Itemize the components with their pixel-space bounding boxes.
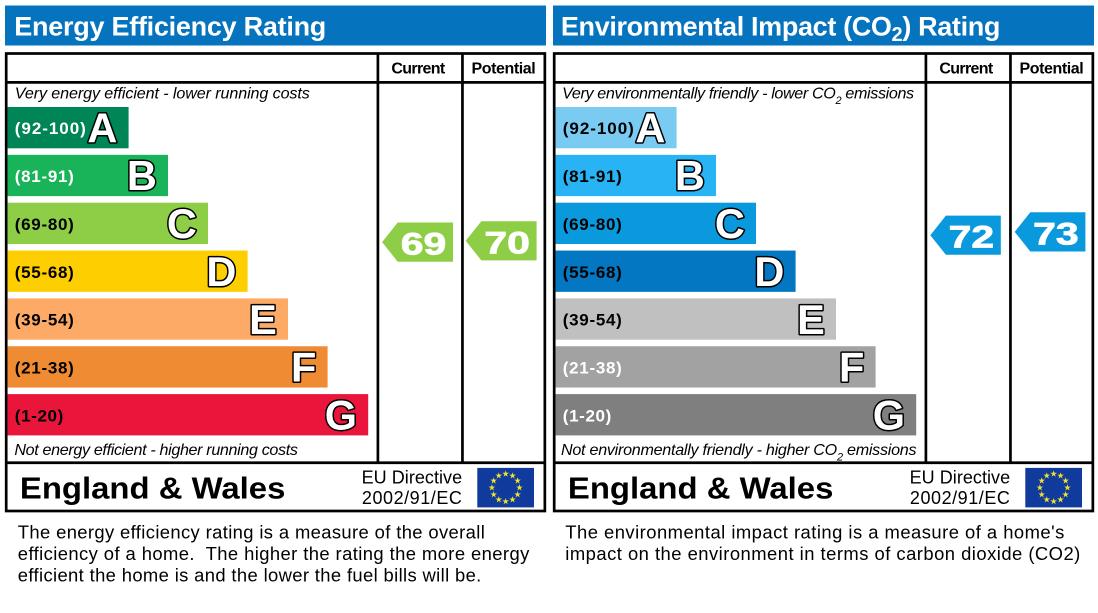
svg-text:Energy Efficiency Rating: Energy Efficiency Rating [14, 12, 326, 42]
svg-text:G: G [325, 392, 357, 439]
svg-text:(21-38): (21-38) [563, 358, 622, 377]
svg-text:(39-54): (39-54) [563, 311, 622, 330]
svg-text:A: A [87, 104, 117, 151]
svg-text:efficiency of a home. The hig: efficiency of a home. The higher the rat… [18, 543, 530, 564]
svg-text:F: F [839, 344, 864, 391]
svg-text:Potential: Potential [1019, 61, 1083, 78]
svg-text:73: 73 [1033, 215, 1079, 251]
svg-text:Current: Current [939, 61, 993, 78]
svg-text:Not environmentally friendly -: Not environmentally friendly - higher CO… [561, 441, 917, 464]
svg-text:EU Directive: EU Directive [910, 467, 1011, 487]
svg-text:(92-100): (92-100) [563, 119, 634, 138]
svg-text:(92-100): (92-100) [15, 119, 86, 138]
svg-text:G: G [873, 392, 905, 439]
svg-text:(1-20): (1-20) [15, 406, 64, 425]
svg-text:Current: Current [391, 61, 445, 78]
svg-text:B: B [127, 152, 157, 199]
svg-text:The energy efficiency rating i: The energy efficiency rating is a measur… [18, 522, 485, 543]
svg-text:E: E [249, 296, 277, 343]
svg-text:A: A [635, 104, 665, 151]
svg-text:D: D [754, 248, 784, 295]
svg-text:(69-80): (69-80) [15, 215, 74, 234]
svg-text:EU Directive: EU Directive [362, 467, 463, 487]
svg-text:C: C [715, 200, 745, 247]
svg-text:Very environmentally friendly: Very environmentally friendly - lower CO… [562, 84, 914, 107]
svg-text:69: 69 [401, 226, 447, 262]
svg-text:(1-20): (1-20) [563, 406, 612, 425]
svg-text:70: 70 [484, 224, 530, 260]
svg-text:England & Wales: England & Wales [568, 471, 834, 506]
svg-text:2002/91/EC: 2002/91/EC [910, 488, 1010, 508]
svg-text:72: 72 [949, 219, 995, 255]
svg-text:(55-68): (55-68) [563, 263, 622, 282]
svg-text:2002/91/EC: 2002/91/EC [362, 488, 462, 508]
svg-text:D: D [206, 248, 236, 295]
svg-text:Environmental Impact (CO2) Rat: Environmental Impact (CO2) Rating [561, 12, 1000, 46]
svg-text:impact on the environment in t: impact on the environment in terms of ca… [565, 543, 1080, 564]
svg-text:(69-80): (69-80) [563, 215, 622, 234]
svg-text:(39-54): (39-54) [15, 311, 74, 330]
svg-text:C: C [167, 200, 197, 247]
svg-text:(21-38): (21-38) [15, 358, 74, 377]
svg-text:B: B [675, 152, 705, 199]
svg-text:(81-91): (81-91) [15, 167, 74, 186]
svg-text:efficient the home is and the: efficient the home is and the lower the … [18, 565, 482, 586]
svg-text:Potential: Potential [471, 61, 535, 78]
svg-text:(55-68): (55-68) [15, 263, 74, 282]
svg-text:F: F [291, 344, 316, 391]
svg-text:England & Wales: England & Wales [20, 471, 286, 506]
svg-text:E: E [797, 296, 825, 343]
svg-text:(81-91): (81-91) [563, 167, 622, 186]
svg-text:Not energy efficient - higher: Not energy efficient - higher running co… [14, 441, 298, 459]
svg-text:The environmental impact ratin: The environmental impact rating is a mea… [565, 522, 1064, 543]
svg-text:Very energy efficient - lower: Very energy efficient - lower running co… [15, 84, 310, 102]
